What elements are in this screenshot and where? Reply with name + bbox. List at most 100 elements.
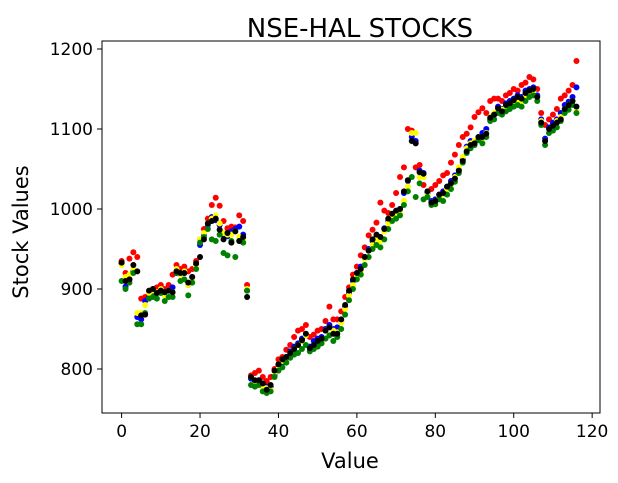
data-point [271, 367, 278, 374]
data-point [365, 232, 372, 239]
x-tick-label: 80 [424, 422, 446, 442]
data-point [400, 164, 407, 171]
data-point [118, 259, 125, 266]
data-point [212, 238, 219, 244]
y-tick-label: 800 [61, 360, 93, 380]
data-point [134, 254, 141, 260]
data-point [338, 326, 345, 332]
data-point [530, 86, 537, 92]
data-point [122, 286, 129, 292]
data-point [561, 106, 568, 112]
data-point [447, 159, 454, 166]
data-point [565, 102, 572, 108]
data-point [397, 174, 404, 180]
chart-title: NSE-HAL STOCKS [247, 14, 473, 44]
data-point [212, 194, 219, 201]
data-point [424, 194, 431, 200]
data-point [491, 111, 498, 118]
data-point [130, 262, 137, 268]
data-point [193, 260, 200, 267]
data-point [573, 110, 580, 116]
data-point [506, 90, 513, 96]
data-point [216, 202, 223, 209]
y-axis-ticks: 800 900 1000 1100 1200 [50, 40, 102, 380]
data-point [185, 279, 192, 286]
data-point [471, 114, 478, 120]
data-point [232, 228, 239, 235]
data-point [346, 287, 353, 294]
data-point [549, 111, 556, 118]
data-point [346, 297, 353, 304]
data-point [357, 266, 364, 272]
data-point [573, 58, 580, 64]
data-point [416, 162, 423, 168]
data-point [346, 292, 353, 299]
y-tick-label: 1000 [50, 200, 93, 220]
data-point [185, 292, 192, 299]
plot-frame [101, 40, 601, 414]
data-point [365, 247, 372, 254]
data-point [224, 230, 231, 236]
data-point [134, 268, 141, 275]
data-point [236, 238, 243, 244]
data-point [483, 110, 490, 116]
data-point [381, 226, 388, 232]
data-point [447, 180, 454, 187]
data-point [302, 330, 309, 337]
data-point [275, 361, 282, 368]
data-point [573, 84, 580, 91]
data-point [389, 202, 396, 208]
data-point [181, 263, 188, 270]
data-point [561, 92, 568, 99]
data-point [295, 342, 302, 348]
data-point [479, 140, 486, 147]
data-point [153, 295, 160, 302]
data-point [416, 180, 423, 187]
data-point [310, 342, 317, 348]
data-point [302, 322, 309, 328]
data-point [412, 130, 419, 136]
data-point [149, 286, 156, 292]
data-point [326, 324, 333, 331]
data-point [216, 226, 223, 233]
data-point [138, 321, 145, 328]
x-axis-label: Value [321, 449, 379, 473]
data-point [263, 386, 270, 393]
data-point [291, 346, 298, 352]
data-point [369, 236, 376, 243]
data-point [334, 330, 341, 337]
data-point [318, 335, 325, 342]
data-point [404, 177, 411, 184]
data-point [208, 202, 215, 208]
data-point [169, 289, 176, 296]
data-point [451, 175, 458, 182]
data-point [291, 334, 298, 340]
data-point [224, 252, 231, 259]
y-tick-label: 1200 [50, 40, 93, 60]
data-point [212, 215, 219, 222]
data-point [451, 151, 458, 158]
data-point [126, 276, 133, 283]
data-point [142, 311, 149, 318]
data-point [557, 116, 564, 123]
data-point [126, 255, 133, 262]
data-point [181, 270, 188, 276]
data-point [216, 220, 223, 227]
x-tick-label: 60 [346, 422, 368, 442]
data-point [236, 212, 243, 219]
data-point [200, 236, 207, 243]
data-point [440, 190, 447, 196]
data-point [436, 178, 443, 184]
data-point [326, 303, 333, 310]
data-point [244, 287, 251, 294]
data-point [475, 109, 482, 116]
data-point [267, 382, 274, 388]
data-point [483, 130, 490, 137]
data-point [298, 326, 305, 332]
data-point [255, 367, 262, 374]
data-point [342, 302, 349, 308]
data-point [498, 108, 505, 115]
data-point [397, 212, 404, 219]
data-point [553, 106, 560, 112]
data-point [404, 183, 411, 190]
